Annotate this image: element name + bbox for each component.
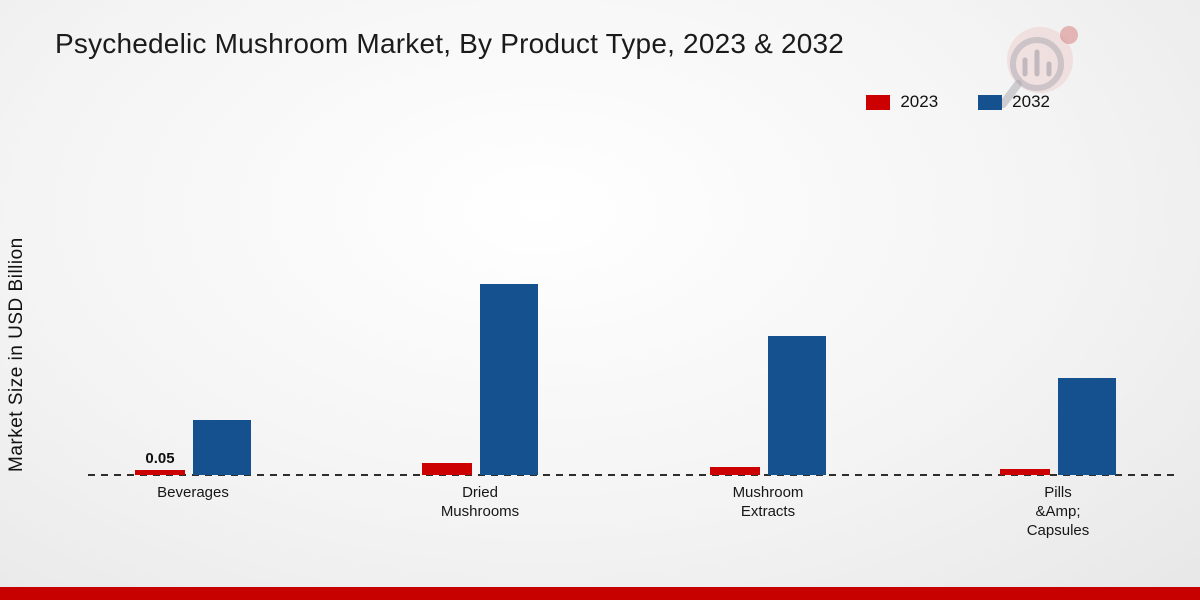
bar-2032 [193,420,251,475]
magnifier-handle-icon [999,80,1022,108]
bar-2032 [768,336,826,475]
logo-dot [1060,26,1078,44]
bar-2032 [1058,378,1116,475]
legend-item-2023: 2023 [866,92,938,112]
brand-logo-icon [985,22,1080,119]
category-label: Pills &Amp; Capsules [1026,484,1090,539]
bar-group [1000,378,1116,475]
legend-swatch-2032 [978,94,1003,110]
footer-accent-bar [0,587,1200,600]
legend-label-2032: 2032 [1012,92,1050,111]
bar-2023 [1000,469,1050,475]
category-labels-row: Beverages Dried Mushrooms Mushroom Extracts P… [0,483,1200,563]
bar-group [422,284,538,475]
page-title: Psychedelic Mushroom Market, By Product … [55,28,845,59]
logo-bars-icon [1022,49,1052,77]
bar-2023: 0.05 [135,450,185,475]
legend-item-2032: 2032 [978,92,1050,112]
bar-group: 0.05 [135,420,251,475]
x-axis-baseline [88,474,1178,476]
bar-2023 [422,463,472,475]
category-label: Beverages [157,484,229,501]
plot-area: 0.05 [88,284,1178,476]
legend-swatch-2023 [866,94,891,110]
bar-value-label: 0.05 [145,450,175,467]
legend-label-2023: 2023 [900,92,939,111]
category-label: Mushroom Extracts [732,484,804,520]
category-label: Dried Mushrooms [440,484,520,520]
bar-group [710,336,826,475]
bar-2023 [710,467,760,475]
magnifier-icon [1010,37,1064,91]
bar-2032 [480,284,538,475]
legend: 2023 2032 [866,92,1050,112]
